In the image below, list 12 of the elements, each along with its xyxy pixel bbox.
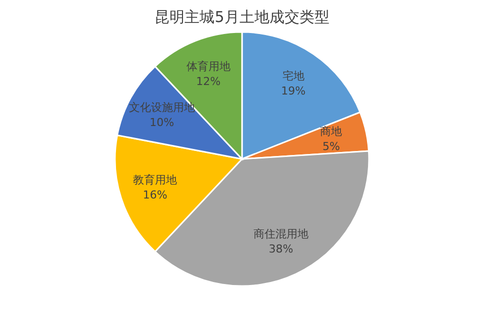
data-label: 19% bbox=[281, 84, 306, 98]
data-label: 5% bbox=[322, 140, 340, 154]
data-label: 12% bbox=[196, 74, 221, 88]
slice-label: 商住混用地 bbox=[253, 228, 308, 241]
data-label: 10% bbox=[150, 116, 174, 129]
slice-label: 商地 bbox=[320, 125, 342, 138]
data-label: 16% bbox=[142, 188, 168, 202]
slice-label: 体育用地 bbox=[186, 60, 230, 73]
data-label: 38% bbox=[268, 242, 294, 256]
slice-label: 宅地 bbox=[282, 69, 304, 82]
slice-label: 教育用地 bbox=[133, 173, 178, 186]
chart-title: 昆明主城5月土地成交类型 bbox=[154, 8, 330, 26]
